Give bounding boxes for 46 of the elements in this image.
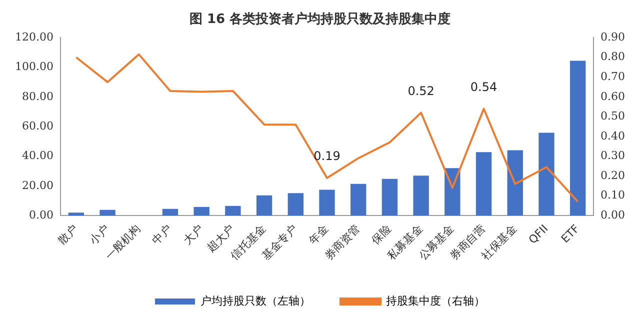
bar <box>350 184 366 216</box>
y-tick-label: 20.00 <box>22 178 54 192</box>
bar <box>100 210 116 216</box>
x-tick-label: 大户 <box>180 222 206 247</box>
y2-tick-label: 0.00 <box>600 208 626 222</box>
y2-tick-label: 0.40 <box>600 129 626 142</box>
x-tick-label: QFII <box>526 222 551 247</box>
x-tick-label: 年金 <box>306 222 332 247</box>
legend-label: 户均持股只数（左轴） <box>200 294 310 308</box>
legend-label: 持股集中度（右轴） <box>386 294 485 308</box>
y-tick-label: 60.00 <box>22 119 54 132</box>
x-tick-label: 保险 <box>369 222 394 247</box>
x-tick-label: 中户 <box>150 222 174 247</box>
data-label: 0.54 <box>470 80 498 94</box>
bar <box>225 206 241 216</box>
y2-tick-label: 0.80 <box>600 50 626 64</box>
y-tick-label: 80.00 <box>22 90 54 103</box>
y2-tick-label: 0.60 <box>600 90 626 103</box>
bar <box>162 208 178 216</box>
bar <box>570 60 586 216</box>
bar <box>382 178 398 216</box>
y2-tick-label: 0.50 <box>600 110 626 123</box>
x-tick-label: 散户 <box>56 222 80 247</box>
bar <box>256 195 272 216</box>
y2-tick-label: 0.30 <box>600 149 626 162</box>
bar <box>538 132 554 216</box>
x-tick-label: ETF <box>558 222 582 246</box>
y2-tick-label: 0.20 <box>600 168 626 182</box>
y-tick-label: 100.00 <box>14 60 54 74</box>
bar <box>288 193 304 216</box>
bar <box>413 176 429 216</box>
y-tick-label: 120.00 <box>14 30 54 44</box>
x-tick-label: 小户 <box>86 222 112 247</box>
data-label: 0.19 <box>314 149 340 164</box>
bar <box>319 190 335 216</box>
y-tick-label: 0.00 <box>28 208 54 222</box>
bar <box>476 152 492 216</box>
data-label: 0.52 <box>408 84 434 98</box>
bar <box>68 212 84 216</box>
chart-title: 图 16 各类投资者户均持股只数及持股集中度 <box>189 11 451 28</box>
y2-tick-label: 0.70 <box>600 70 626 84</box>
y2-tick-label: 0.10 <box>600 188 626 202</box>
y2-tick-label: 0.90 <box>600 30 626 44</box>
y-tick-label: 40.00 <box>22 149 54 162</box>
bar <box>194 206 210 216</box>
bar <box>507 150 523 216</box>
